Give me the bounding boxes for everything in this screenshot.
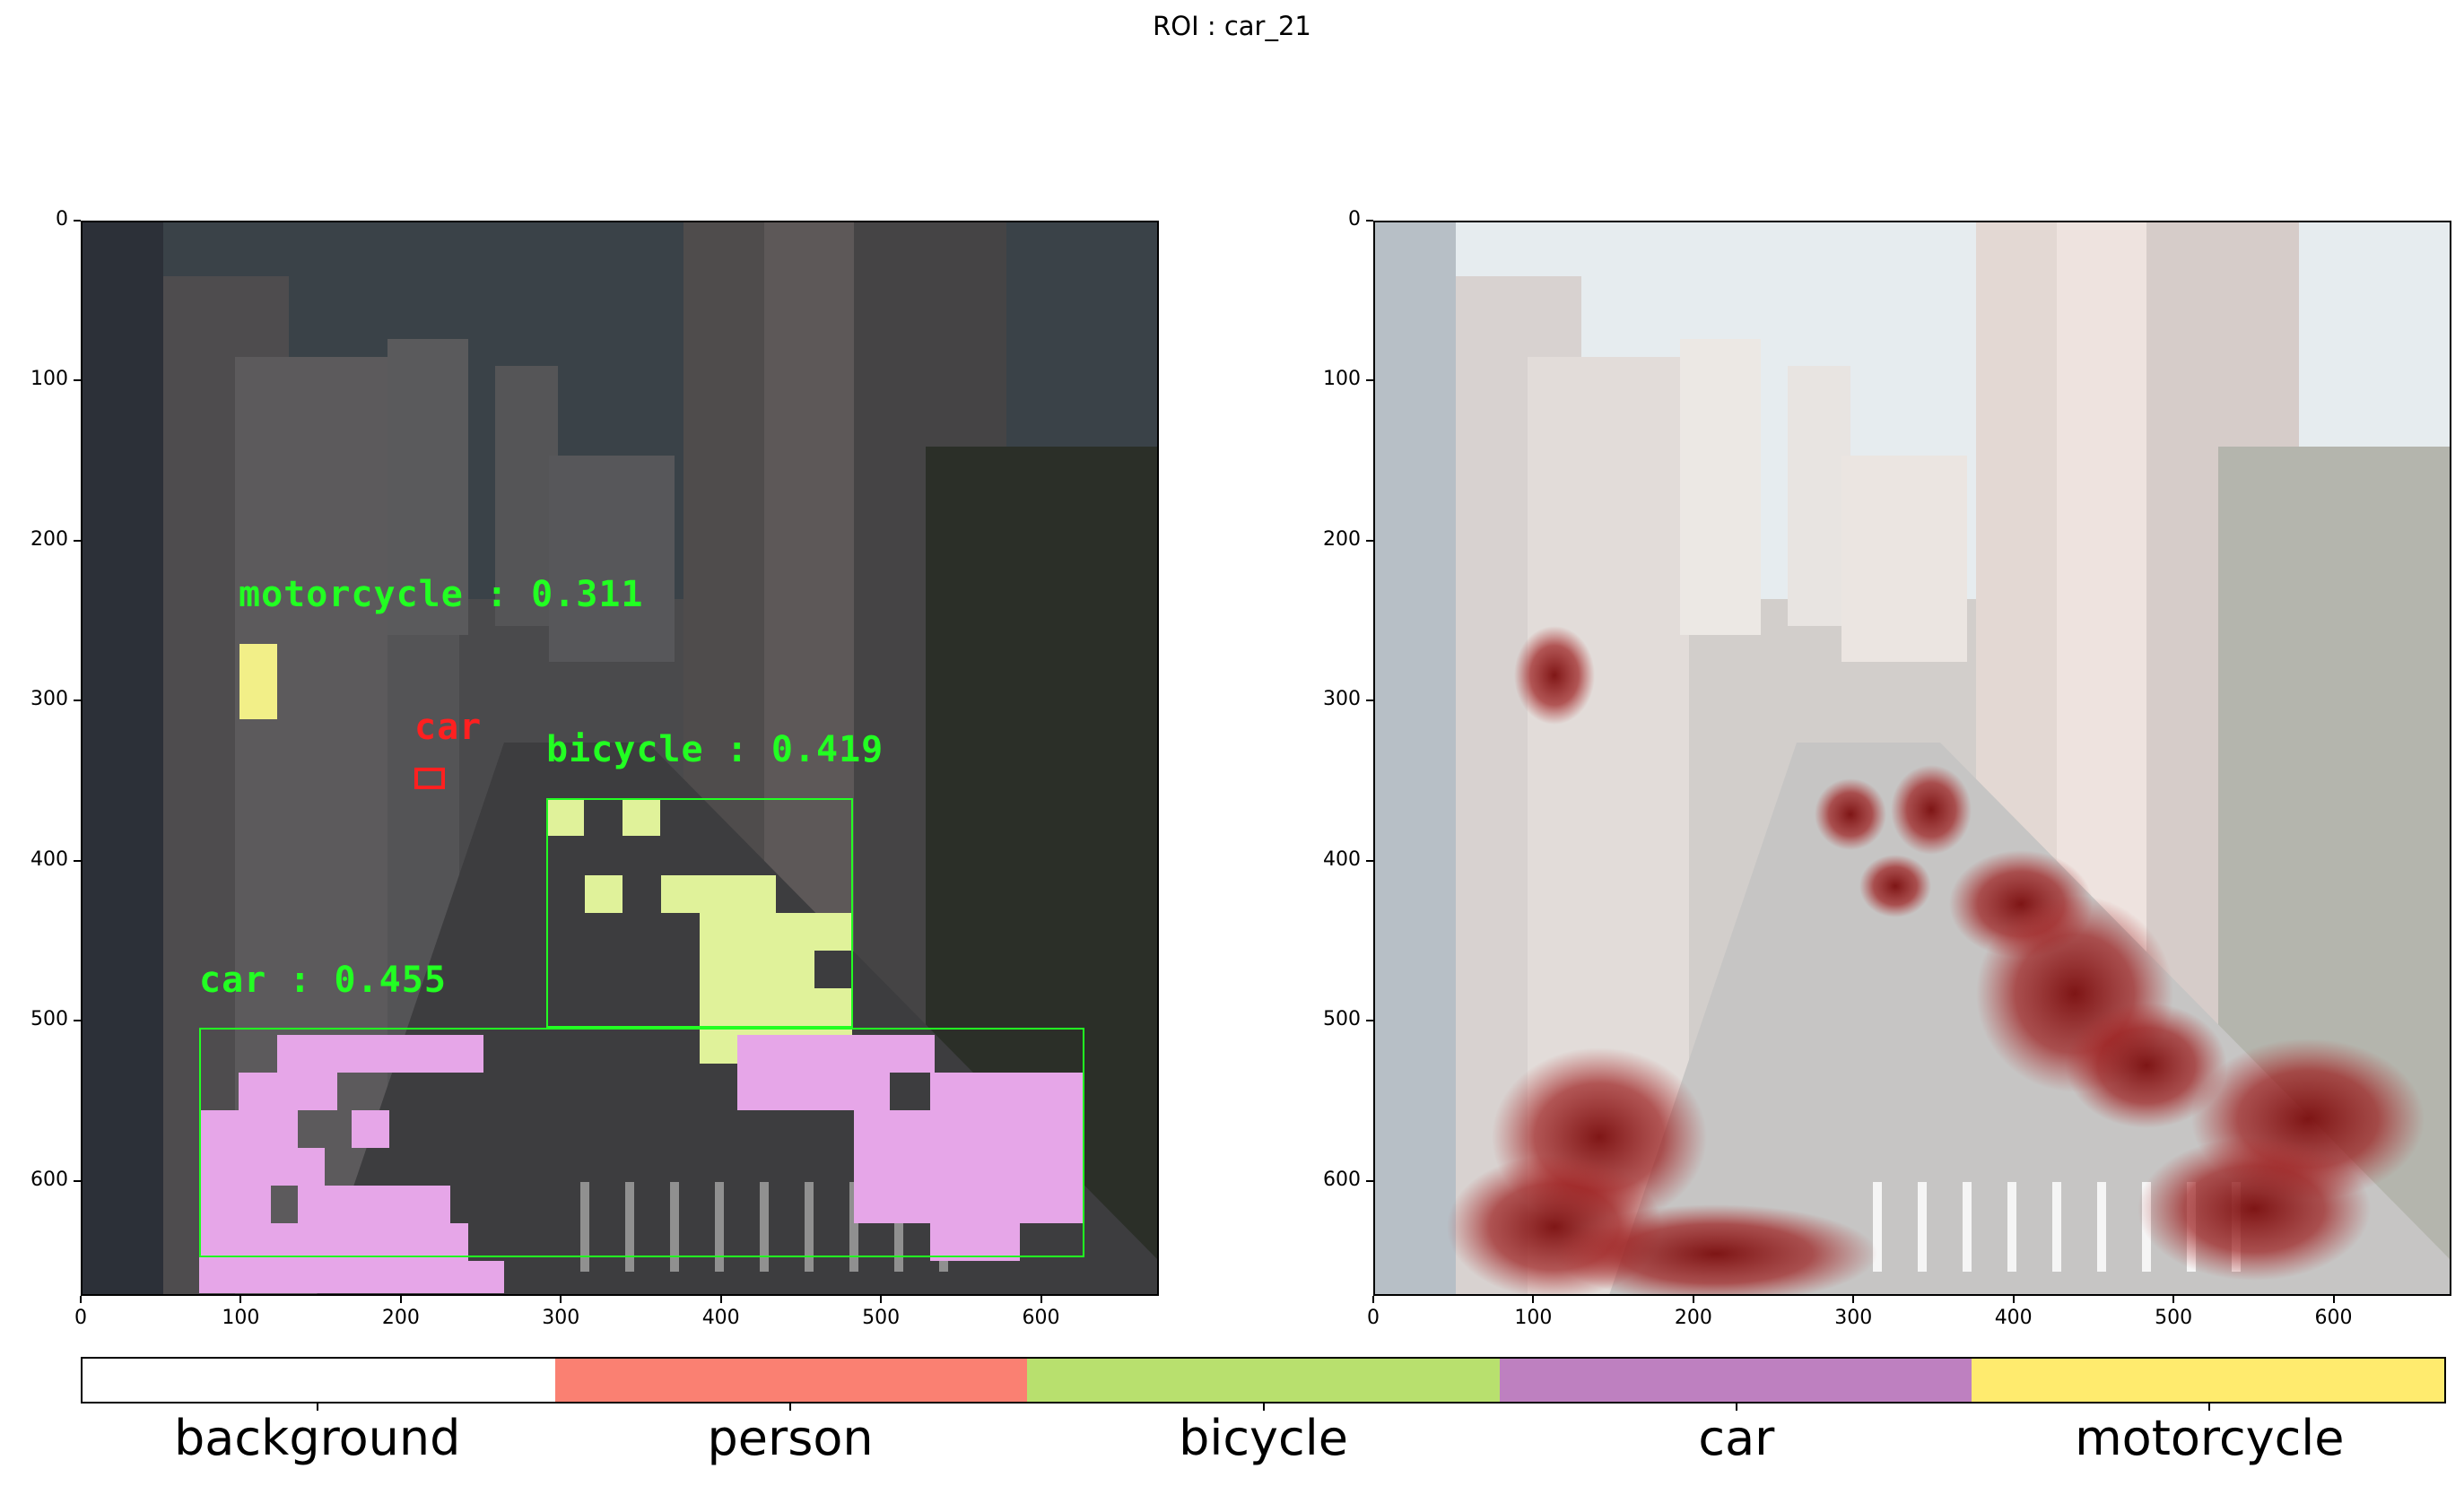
left-ytick-label: 600: [30, 1168, 68, 1191]
left-ytick-label: 500: [30, 1008, 68, 1031]
legend-tick-person: [789, 1402, 792, 1411]
left-ytick-mark: [74, 1020, 81, 1022]
detection-label-bicycle: bicycle : 0.419: [546, 729, 884, 770]
legend-swatch-person: [554, 1359, 1028, 1402]
detection-box-bicycle: [546, 798, 853, 1028]
left-ytick-mark: [74, 1179, 81, 1182]
detection-label-motorcycle: motorcycle : 0.311: [239, 574, 644, 615]
right-xtick-label: 0: [1367, 1307, 1380, 1329]
legend-label-car: car: [1698, 1410, 1775, 1466]
right-ytick-mark: [1366, 379, 1373, 382]
left-xtick-mark: [1040, 1296, 1042, 1303]
legend-tick-car: [1735, 1402, 1737, 1411]
left-ytick-mark: [74, 700, 81, 702]
legend-tick-bicycle: [1262, 1402, 1265, 1411]
left-xtick-label: 200: [381, 1307, 420, 1329]
legend-swatch-bicycle: [1027, 1359, 1500, 1402]
left-xtick-mark: [880, 1296, 883, 1303]
detection-label-car: car : 0.455: [199, 960, 447, 1001]
legend-label-person: person: [707, 1410, 874, 1466]
right-xtick-label: 600: [2314, 1307, 2353, 1329]
legend-tick-background: [316, 1402, 318, 1411]
street-scene-image: [83, 222, 1157, 1294]
left-ytick-label: 0: [56, 208, 68, 230]
left-ytick-label: 100: [30, 368, 68, 391]
detection-box-roi-car: [414, 768, 445, 789]
heatmap-panel: [1373, 221, 2451, 1296]
left-xtick-label: 0: [74, 1307, 87, 1329]
right-xtick-mark: [1852, 1296, 1855, 1303]
left-xtick-mark: [719, 1296, 722, 1303]
left-ytick-mark: [74, 220, 81, 222]
right-xtick-mark: [1532, 1296, 1535, 1303]
left-ytick-label: 400: [30, 847, 68, 871]
legend-label-motorcycle: motorcycle: [2075, 1410, 2345, 1466]
left-ytick-label: 200: [30, 527, 68, 551]
left-ytick-label: 300: [30, 688, 68, 711]
right-ytick-label: 100: [1323, 368, 1361, 391]
attention-heatmap-image: [1375, 222, 2450, 1294]
right-ytick-label: 0: [1348, 208, 1361, 230]
right-ytick-label: 400: [1323, 847, 1361, 871]
detection-overlay: motorcycle : 0.311 car bicycle : 0.419 c…: [83, 222, 1157, 1294]
detection-box-car: [199, 1028, 1084, 1257]
right-xtick-label: 400: [1994, 1307, 2033, 1329]
right-xtick-mark: [1372, 1296, 1374, 1303]
legend-tick-motorcycle: [2208, 1402, 2211, 1411]
left-ytick-mark: [74, 539, 81, 542]
right-xtick-label: 500: [2155, 1307, 2193, 1329]
left-xtick-label: 500: [862, 1307, 901, 1329]
right-ytick-label: 600: [1323, 1168, 1361, 1191]
legend-label-background: background: [173, 1410, 461, 1466]
left-xtick-label: 400: [701, 1307, 740, 1329]
class-color-legend: [81, 1357, 2446, 1403]
left-ytick-mark: [74, 859, 81, 862]
right-xtick-mark: [2012, 1296, 2015, 1303]
left-xtick-mark: [560, 1296, 562, 1303]
legend-swatch-car: [1499, 1359, 1972, 1402]
legend-swatch-motorcycle: [1972, 1359, 2444, 1402]
left-xtick-label: 100: [222, 1307, 260, 1329]
right-ytick-label: 300: [1323, 688, 1361, 711]
right-xtick-mark: [1692, 1296, 1694, 1303]
left-xtick-label: 600: [1022, 1307, 1060, 1329]
detection-label-roi-car: car: [414, 707, 483, 748]
right-ytick-mark: [1366, 700, 1373, 702]
legend-swatch-background: [83, 1359, 555, 1402]
right-ytick-mark: [1366, 220, 1373, 222]
legend-label-bicycle: bicycle: [1179, 1410, 1348, 1466]
left-ytick-mark: [74, 379, 81, 382]
right-xtick-mark: [2172, 1296, 2175, 1303]
figure-title: ROI : car_21: [1153, 11, 1311, 41]
right-xtick-label: 100: [1514, 1307, 1553, 1329]
right-ytick-mark: [1366, 539, 1373, 542]
left-xtick-label: 300: [542, 1307, 580, 1329]
right-xtick-label: 200: [1674, 1307, 1712, 1329]
left-xtick-mark: [239, 1296, 242, 1303]
left-xtick-mark: [399, 1296, 402, 1303]
right-ytick-mark: [1366, 1179, 1373, 1182]
right-ytick-mark: [1366, 1020, 1373, 1022]
segmentation-panel: motorcycle : 0.311 car bicycle : 0.419 c…: [81, 221, 1159, 1296]
right-xtick-mark: [2332, 1296, 2335, 1303]
left-xtick-mark: [80, 1296, 82, 1303]
right-xtick-label: 300: [1834, 1307, 1873, 1329]
right-ytick-label: 200: [1323, 527, 1361, 551]
right-ytick-label: 500: [1323, 1008, 1361, 1031]
right-ytick-mark: [1366, 859, 1373, 862]
